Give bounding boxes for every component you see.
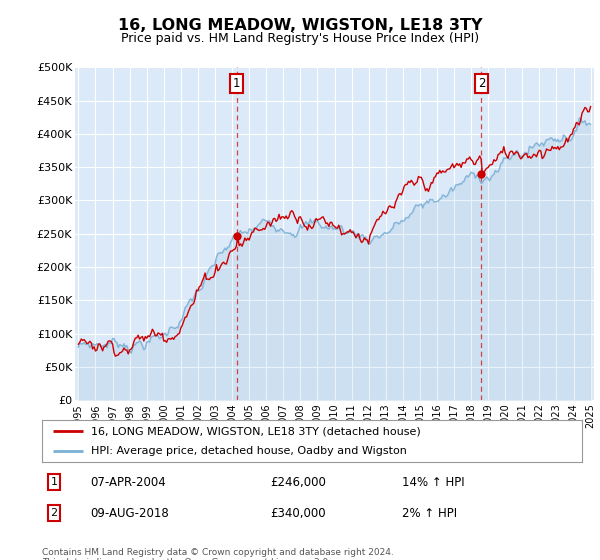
- Text: £246,000: £246,000: [270, 475, 326, 489]
- Text: HPI: Average price, detached house, Oadby and Wigston: HPI: Average price, detached house, Oadb…: [91, 446, 406, 456]
- Text: £340,000: £340,000: [270, 507, 326, 520]
- Text: 16, LONG MEADOW, WIGSTON, LE18 3TY: 16, LONG MEADOW, WIGSTON, LE18 3TY: [118, 18, 482, 33]
- Text: 16, LONG MEADOW, WIGSTON, LE18 3TY (detached house): 16, LONG MEADOW, WIGSTON, LE18 3TY (deta…: [91, 426, 421, 436]
- Text: 2% ↑ HPI: 2% ↑ HPI: [402, 507, 457, 520]
- Text: 14% ↑ HPI: 14% ↑ HPI: [402, 475, 464, 489]
- Text: 09-AUG-2018: 09-AUG-2018: [90, 507, 169, 520]
- Text: Contains HM Land Registry data © Crown copyright and database right 2024.
This d: Contains HM Land Registry data © Crown c…: [42, 548, 394, 560]
- Text: 07-APR-2004: 07-APR-2004: [90, 475, 166, 489]
- Text: 1: 1: [233, 77, 241, 90]
- Text: Price paid vs. HM Land Registry's House Price Index (HPI): Price paid vs. HM Land Registry's House …: [121, 32, 479, 45]
- Text: 2: 2: [50, 508, 58, 518]
- Text: 1: 1: [50, 477, 58, 487]
- Text: 2: 2: [478, 77, 485, 90]
